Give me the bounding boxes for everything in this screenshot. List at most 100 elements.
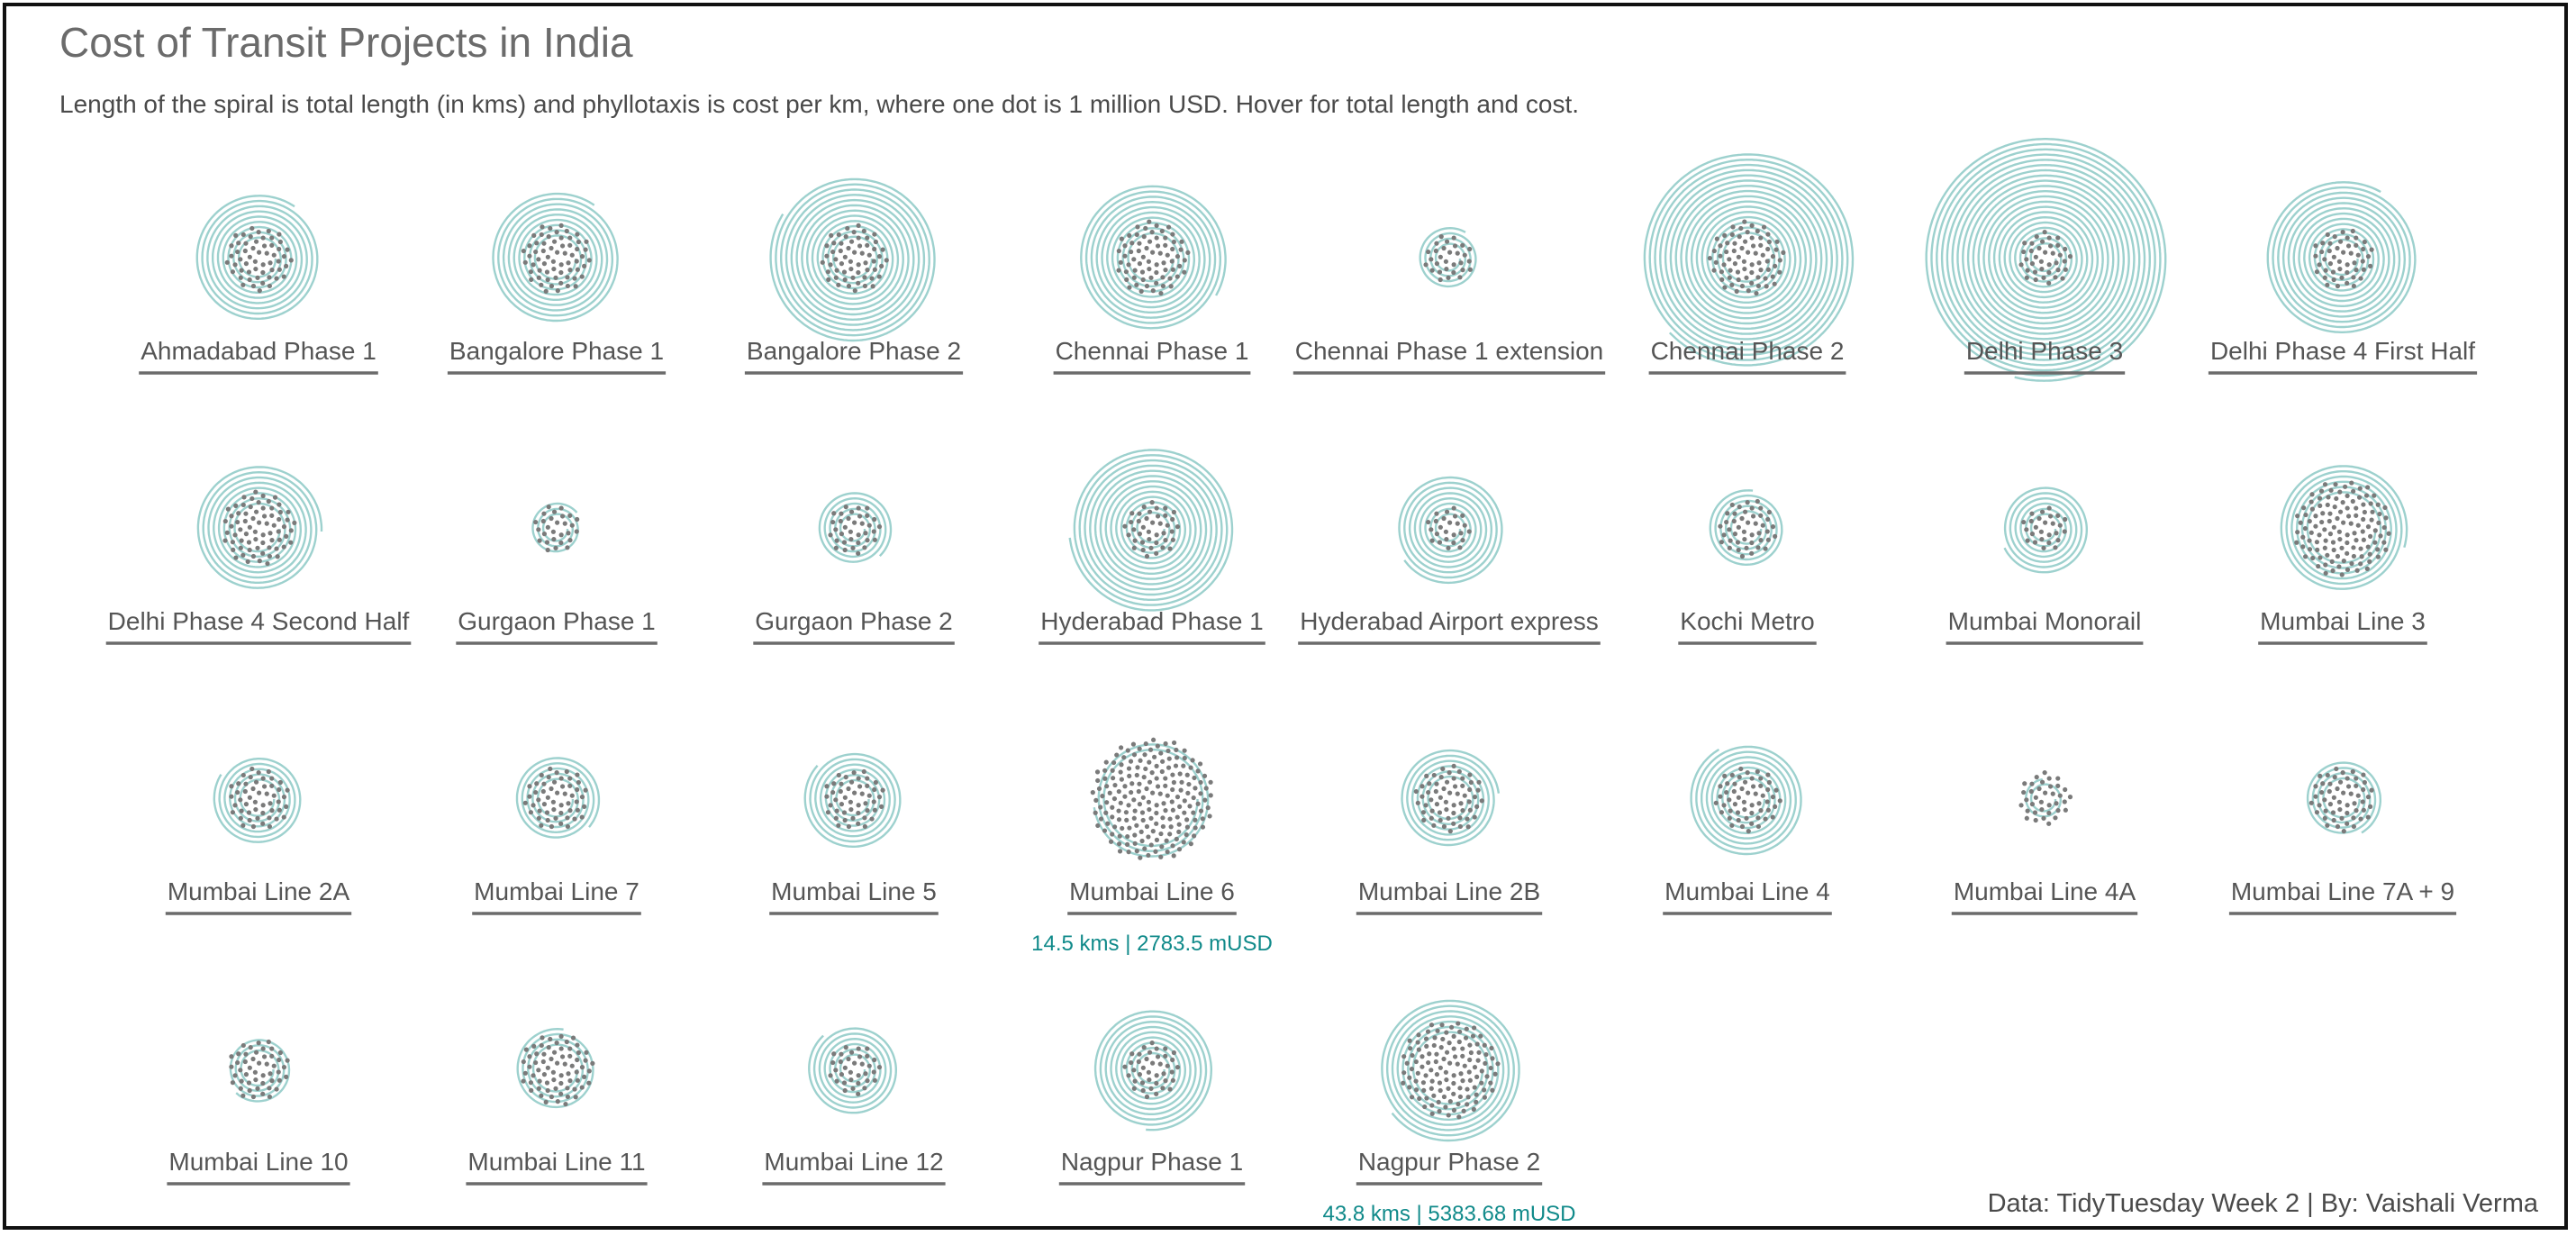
cost-dot <box>579 795 585 800</box>
spiral-chennai-phase-2[interactable] <box>1643 153 1855 367</box>
project-label[interactable]: Hyderabad Phase 1 <box>1040 607 1264 635</box>
project-label[interactable]: Mumbai Line 2A <box>168 877 350 905</box>
spiral-bangalore-phase-1[interactable] <box>492 192 619 323</box>
phyllotaxis-mumbai-line-2b <box>1413 763 1484 834</box>
cost-dot <box>2323 562 2328 568</box>
cost-dot <box>1154 837 1160 842</box>
cost-dot <box>558 776 564 781</box>
project-label[interactable]: Bangalore Phase 1 <box>449 337 664 365</box>
project-label[interactable]: Mumbai Monorail <box>1948 607 2142 635</box>
cost-dot <box>2053 275 2058 280</box>
cost-dot <box>1755 768 1760 775</box>
project-label[interactable]: Mumbai Line 11 <box>467 1148 645 1176</box>
cost-dot <box>1711 248 1717 254</box>
cost-dot <box>1163 741 1168 747</box>
spiral-gurgaon-phase-2[interactable] <box>818 492 893 563</box>
spiral-gurgaon-phase-1[interactable] <box>531 502 579 553</box>
spiral-mumbai-monorail[interactable] <box>2003 486 2089 574</box>
cost-dot <box>1122 523 1128 529</box>
cost-dot <box>238 1068 243 1073</box>
spiral-mumbai-line-3[interactable] <box>2280 465 2408 590</box>
project-label[interactable]: Nagpur Phase 2 <box>1358 1148 1540 1176</box>
cost-dot <box>1766 509 1772 515</box>
project-label[interactable]: Gurgaon Phase 2 <box>755 607 953 635</box>
cost-dot <box>269 776 275 781</box>
cost-dot <box>1719 810 1725 815</box>
project-label[interactable]: Nagpur Phase 1 <box>1061 1148 1243 1176</box>
cost-dot <box>231 547 236 552</box>
project-label[interactable]: Chennai Phase 2 <box>1651 337 1845 365</box>
cost-dot <box>2345 513 2352 519</box>
cost-dot <box>1729 772 1735 778</box>
project-label[interactable]: Ahmadabad Phase 1 <box>141 337 376 365</box>
cost-dot <box>848 529 853 534</box>
spiral-mumbai-line-5[interactable] <box>803 752 902 848</box>
cost-dot <box>1147 266 1152 272</box>
project-label[interactable]: Chennai Phase 1 extension <box>1295 337 1603 365</box>
project-label[interactable]: Mumbai Line 7 <box>474 877 639 905</box>
cost-dot <box>856 269 861 276</box>
cost-dot <box>281 544 286 550</box>
project-label[interactable]: Mumbai Line 4A <box>1954 877 2136 905</box>
cost-dot <box>2025 808 2030 813</box>
project-label[interactable]: Mumbai Line 3 <box>2260 607 2426 635</box>
cost-dot <box>1154 505 1159 511</box>
spiral-chennai-phase-1-extension[interactable] <box>1419 226 1477 288</box>
cost-dot <box>1102 776 1108 781</box>
project-label[interactable]: Mumbai Line 7A + 9 <box>2231 877 2454 905</box>
cost-dot <box>276 529 281 534</box>
project-label[interactable]: Delhi Phase 4 Second Half <box>108 607 410 635</box>
cost-dot <box>537 268 542 273</box>
project-label[interactable]: Chennai Phase 1 <box>1056 337 1249 365</box>
project-label[interactable]: Mumbai Line 10 <box>168 1148 348 1176</box>
project-label[interactable]: Delhi Phase 3 <box>1966 337 2123 365</box>
cost-dot <box>1146 259 1151 264</box>
spiral-delhi-phase-3[interactable] <box>1925 137 2167 382</box>
cost-dot <box>553 545 558 550</box>
project-label[interactable]: Mumbai Line 4 <box>1664 877 1830 905</box>
spiral-mumbai-line-4[interactable] <box>1690 745 1802 856</box>
project-label[interactable]: Gurgaon Phase 1 <box>458 607 656 635</box>
cost-dot <box>1460 783 1465 788</box>
project-label[interactable]: Mumbai Line 12 <box>764 1148 943 1176</box>
spiral-nagpur-phase-2[interactable] <box>1381 999 1520 1142</box>
cost-dot <box>852 520 857 525</box>
spiral-delhi-phase-4-first-half[interactable] <box>2266 181 2417 333</box>
spiral-bangalore-phase-2[interactable] <box>769 177 936 342</box>
cost-dot <box>1176 847 1183 852</box>
project-label[interactable]: Mumbai Line 6 <box>1069 877 1235 905</box>
cost-dot <box>831 511 837 516</box>
cost-dot <box>839 241 844 246</box>
cost-dot <box>1736 547 1741 553</box>
cost-dot <box>257 790 262 795</box>
spiral-mumbai-line-12[interactable] <box>808 1027 897 1114</box>
project-label[interactable]: Mumbai Line 2B <box>1358 877 1540 905</box>
project-label[interactable]: Bangalore Phase 2 <box>747 337 961 365</box>
project-label[interactable]: Hyderabad Airport express <box>1300 607 1599 635</box>
project-label[interactable]: Mumbai Line 5 <box>771 877 937 905</box>
cost-dot <box>574 799 579 804</box>
spiral-hyderabad-airport-express[interactable] <box>1398 476 1503 585</box>
cost-dot <box>1736 524 1741 530</box>
cost-dot <box>240 822 246 828</box>
cost-dot <box>2062 259 2067 264</box>
cost-dot <box>1444 239 1450 244</box>
cost-dot <box>550 259 556 264</box>
cost-dot <box>2067 254 2073 259</box>
spiral-hyderabad-phase-1[interactable] <box>1068 449 1234 612</box>
spiral-kochi-metro[interactable] <box>1709 489 1783 567</box>
spiral-chennai-phase-1[interactable] <box>1080 185 1227 330</box>
project-label[interactable]: Delhi Phase 4 First Half <box>2210 337 2475 365</box>
cost-dot <box>253 806 259 813</box>
spiral-mumbai-line-7[interactable] <box>515 757 601 839</box>
project-label[interactable]: Kochi Metro <box>1680 607 1814 635</box>
cost-dot <box>848 1050 855 1055</box>
spiral-nagpur-phase-1[interactable] <box>1093 1010 1213 1131</box>
cost-dot <box>1474 1099 1479 1104</box>
spiral-ahmadabad-phase-1[interactable] <box>195 195 319 320</box>
cost-dot <box>1170 537 1175 542</box>
spiral-delhi-phase-4-second-half[interactable] <box>196 466 323 589</box>
cost-dot <box>1467 1042 1473 1048</box>
cost-dot <box>1742 806 1747 813</box>
cost-dot <box>2029 802 2036 807</box>
